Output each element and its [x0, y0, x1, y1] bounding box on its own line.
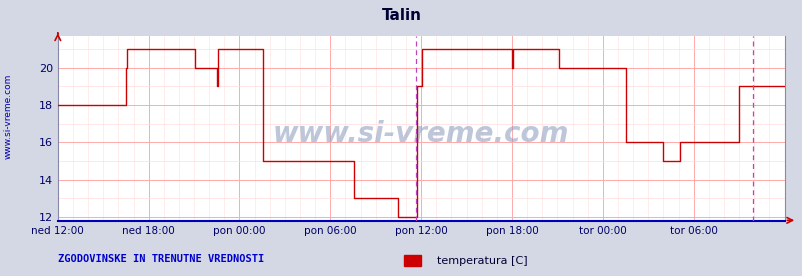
Text: www.si-vreme.com: www.si-vreme.com — [273, 120, 569, 148]
Text: www.si-vreme.com: www.si-vreme.com — [3, 73, 13, 159]
Text: Talin: Talin — [381, 8, 421, 23]
Text: ZGODOVINSKE IN TRENUTNE VREDNOSTI: ZGODOVINSKE IN TRENUTNE VREDNOSTI — [58, 254, 264, 264]
Legend:   temperatura [C]: temperatura [C] — [399, 250, 531, 270]
